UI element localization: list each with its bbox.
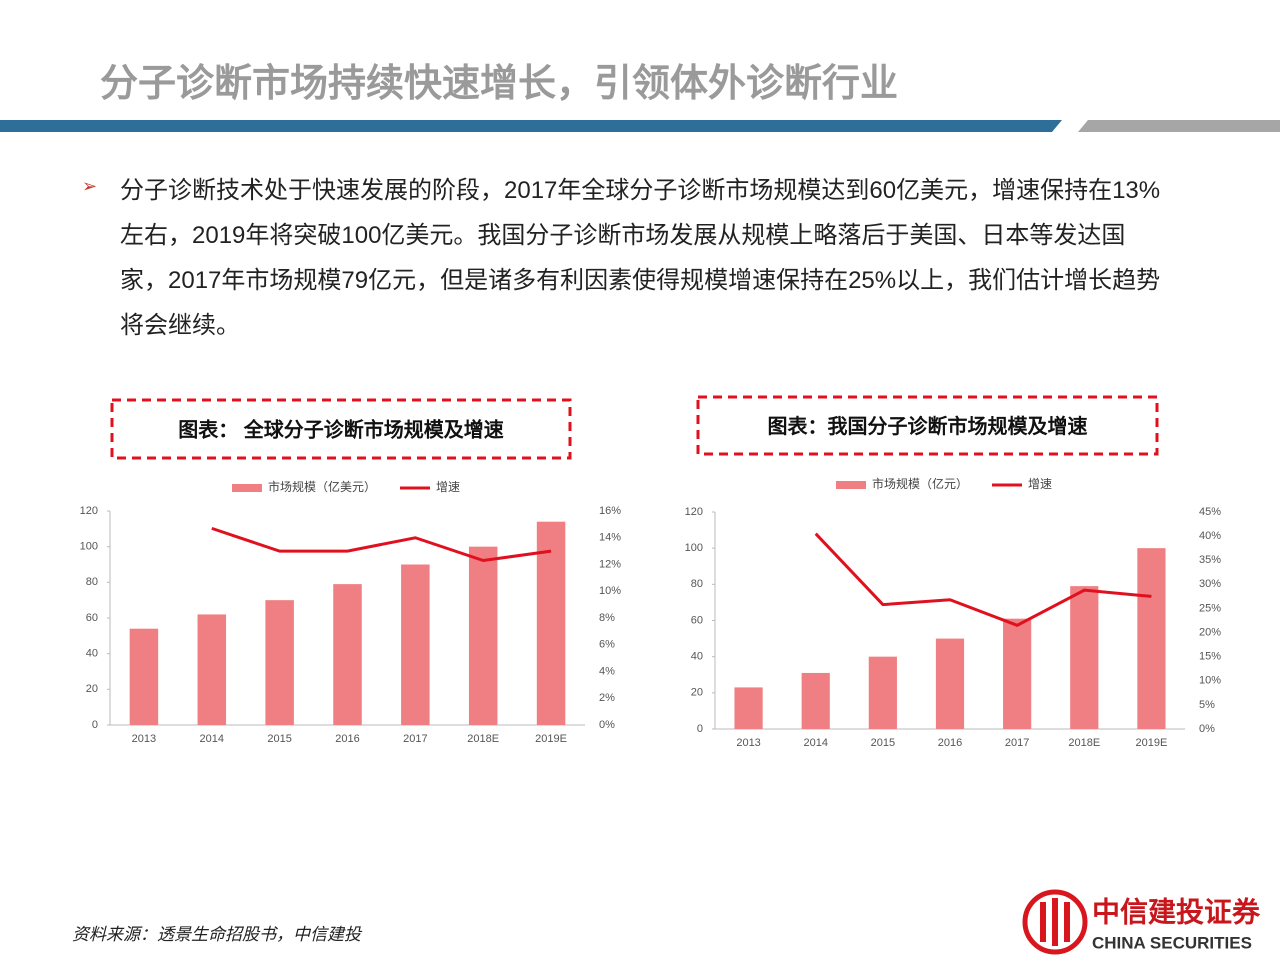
x-tick-label: 2018E [1068, 737, 1100, 749]
header-bar-gray [1078, 120, 1280, 132]
legend-label: 市场规模（亿元） [872, 476, 968, 491]
bar [1003, 618, 1032, 729]
x-tick-label: 2017 [1005, 737, 1029, 749]
bar [129, 628, 159, 725]
bar [265, 600, 294, 725]
source-note: 资料来源：透景生命招股书，中信建投 [72, 925, 361, 944]
bar [801, 672, 830, 729]
logo-bar [1040, 902, 1046, 942]
bar [935, 638, 965, 729]
legend-swatch [836, 481, 866, 489]
y2-tick-label: 40% [1199, 530, 1221, 542]
x-tick-label: 2016 [938, 737, 962, 749]
slide-title: 分子诊断市场持续快速增长，引领体外诊断行业 [100, 63, 899, 105]
y2-tick-label: 20% [1199, 626, 1221, 638]
y-tick-label: 40 [691, 651, 703, 663]
y2-tick-label: 10% [1199, 675, 1221, 687]
bar [1070, 586, 1099, 729]
bar [1137, 548, 1166, 729]
header-bar [0, 120, 1062, 132]
y2-tick-label: 5% [1199, 699, 1215, 711]
x-tick-label: 2019E [1136, 737, 1168, 749]
y2-tick-label: 35% [1199, 554, 1221, 566]
line [211, 526, 552, 563]
y-tick-label: 0 [92, 719, 98, 731]
y2-tick-label: 0% [599, 719, 615, 731]
bar [868, 656, 897, 729]
bar [468, 546, 498, 725]
x-tick-label: 2013 [132, 733, 156, 745]
y2-tick-label: 14% [599, 532, 621, 544]
logo-en: CHINA SECURITIES [1092, 933, 1252, 952]
logo-bar [1064, 902, 1070, 942]
legend-swatch [232, 484, 262, 492]
bar [536, 521, 566, 725]
x-tick-label: 2014 [803, 737, 827, 749]
legend-label: 市场规模（亿美元） [268, 479, 376, 494]
y-tick-label: 60 [86, 612, 98, 624]
bullet-arrow: ➢ [82, 176, 98, 196]
legend-label: 增速 [1028, 477, 1052, 491]
bar [197, 614, 227, 725]
y2-tick-label: 8% [599, 612, 615, 624]
x-tick-label: 2015 [267, 733, 291, 745]
logo: 中信建投证券 CHINA SECURITIES [1022, 889, 1261, 955]
bar [734, 687, 763, 729]
x-tick-label: 2019E [535, 733, 567, 745]
bar [401, 564, 430, 725]
x-tick-label: 2014 [200, 733, 224, 745]
x-tick-label: 2017 [403, 733, 427, 745]
y2-tick-label: 0% [1199, 723, 1215, 735]
x-tick-label: 2016 [335, 733, 359, 745]
y-tick-label: 60 [691, 614, 703, 626]
bar [333, 584, 362, 725]
y2-tick-label: 10% [599, 585, 621, 597]
y-tick-label: 80 [86, 576, 98, 588]
y-tick-label: 100 [80, 541, 98, 553]
y2-tick-label: 12% [599, 558, 621, 570]
y-tick-label: 100 [685, 542, 703, 554]
logo-bar [1052, 898, 1058, 946]
line [814, 532, 1152, 627]
x-tick-label: 2015 [871, 737, 895, 749]
y-tick-label: 0 [697, 723, 703, 735]
y2-tick-label: 30% [1199, 578, 1221, 590]
x-tick-label: 2018E [467, 733, 499, 745]
y2-tick-label: 6% [599, 639, 615, 651]
y2-tick-label: 15% [1199, 651, 1221, 663]
chart-title: 图表：我国分子诊断市场规模及增速 [768, 414, 1088, 438]
y-tick-label: 120 [80, 505, 98, 517]
y2-tick-label: 16% [599, 505, 621, 517]
y-tick-label: 80 [691, 578, 703, 590]
y-tick-label: 20 [86, 683, 98, 695]
x-tick-label: 2013 [736, 737, 760, 749]
y-tick-label: 40 [86, 648, 98, 660]
y2-tick-label: 4% [599, 665, 615, 677]
chart-title: 图表： 全球分子诊断市场规模及增速 [178, 417, 504, 441]
y-tick-label: 20 [691, 687, 703, 699]
bullet-text: 分子诊断技术处于快速发展的阶段，2017年全球分子诊断市场规模达到60亿美元，增… [120, 177, 1161, 339]
y2-tick-label: 2% [599, 692, 615, 704]
legend-label: 增速 [436, 480, 460, 494]
logo-cn: 中信建投证券 [1092, 896, 1261, 927]
title-box [110, 398, 572, 460]
y-tick-label: 120 [685, 506, 703, 518]
y2-tick-label: 45% [1199, 506, 1221, 518]
title-box [696, 395, 1159, 456]
y2-tick-label: 25% [1199, 602, 1221, 614]
logo-ring [1022, 889, 1088, 955]
